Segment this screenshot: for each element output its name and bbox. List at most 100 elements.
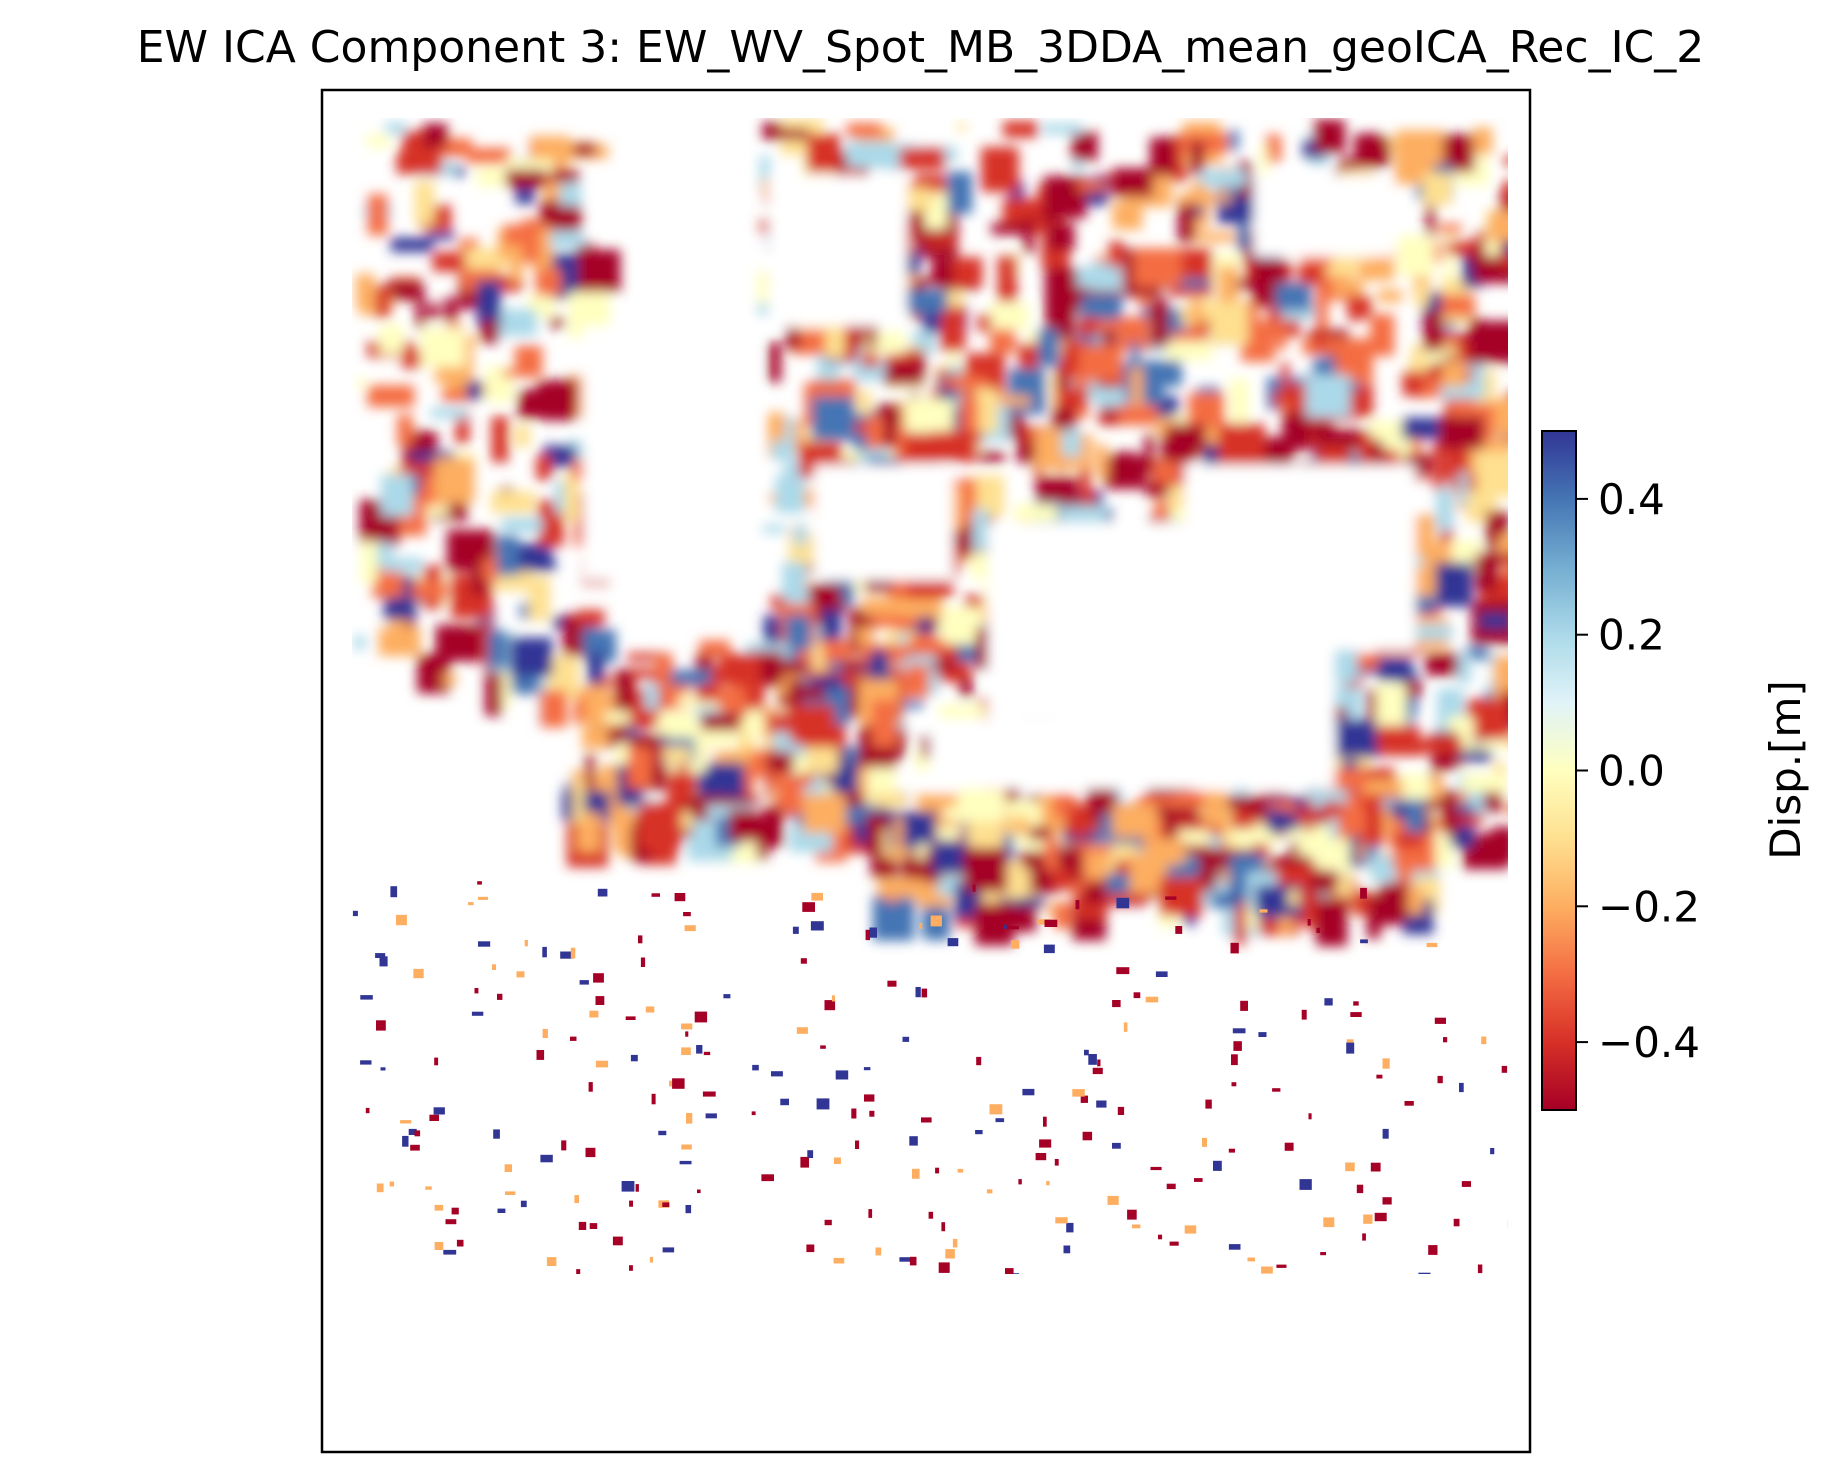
heatmap-speck <box>833 1157 841 1164</box>
heatmap-patch <box>989 302 1029 330</box>
heatmap-speck <box>681 1144 692 1150</box>
heatmap-speck <box>1082 1131 1093 1141</box>
heatmap-patch <box>871 699 897 747</box>
heatmap-patch <box>517 390 561 419</box>
heatmap-patch <box>1335 338 1373 383</box>
heatmap-patch <box>1156 458 1177 482</box>
heatmap-patch <box>501 517 543 533</box>
heatmap-patch <box>385 122 407 134</box>
heatmap-patch <box>857 390 871 415</box>
heatmap-patch <box>947 345 958 366</box>
heatmap-patch <box>1379 883 1408 922</box>
heatmap-patch <box>1154 499 1168 522</box>
heatmap-patch <box>1492 398 1508 435</box>
heatmap-patch <box>894 817 903 860</box>
heatmap-speck <box>792 926 799 934</box>
heatmap-patch <box>491 416 509 463</box>
heatmap-patch <box>963 847 1008 892</box>
heatmap-speck <box>1112 1142 1121 1149</box>
heatmap-patch <box>1190 141 1205 176</box>
heatmap-speck <box>468 902 474 906</box>
heatmap-speck <box>1376 1074 1383 1079</box>
heatmap-speck <box>684 925 696 932</box>
heatmap-speck <box>1360 887 1367 899</box>
heatmap-speck <box>595 1060 609 1068</box>
heatmap-patch <box>1037 328 1059 366</box>
heatmap-patch <box>1466 646 1489 660</box>
heatmap-speck <box>1233 1041 1242 1051</box>
heatmap-patch <box>485 668 502 716</box>
heatmap-patch <box>811 676 843 690</box>
heatmap-speck <box>780 1098 789 1106</box>
heatmap-gap <box>814 464 954 581</box>
heatmap-patch <box>1425 653 1469 676</box>
heatmap-patch <box>1503 180 1508 206</box>
heatmap-patch <box>397 414 413 446</box>
heatmap-patch <box>487 630 508 668</box>
heatmap-speck <box>505 1191 516 1195</box>
heatmap-speck <box>669 1080 674 1087</box>
heatmap-patch <box>1156 804 1165 816</box>
heatmap-speck <box>1044 919 1058 927</box>
heatmap-gap <box>583 326 757 581</box>
heatmap-speck <box>1272 1088 1281 1092</box>
colorbar-tick-label: 0.0 <box>1598 747 1665 796</box>
heatmap-patch <box>549 317 565 328</box>
heatmap-patch <box>482 558 497 581</box>
colorbar-tick-label: −0.4 <box>1598 1018 1700 1067</box>
heatmap-patch <box>1275 282 1312 311</box>
heatmap-speck <box>1112 1000 1121 1008</box>
heatmap-speck <box>1301 1009 1307 1020</box>
heatmap-patch <box>1086 851 1109 879</box>
heatmap-patch <box>573 694 585 725</box>
heatmap-patch <box>361 541 378 584</box>
heatmap-speck <box>445 1219 457 1225</box>
heatmap-patch <box>1149 137 1176 176</box>
heatmap-patch <box>937 826 959 840</box>
heatmap-gap <box>1184 464 1416 650</box>
heatmap-speck <box>1133 992 1141 999</box>
heatmap-patch <box>554 480 565 514</box>
heatmap-patch <box>843 422 871 434</box>
heatmap-speck <box>478 896 488 900</box>
heatmap-patch <box>503 368 523 378</box>
heatmap-patch <box>1130 341 1139 388</box>
heatmap-speck <box>681 1047 691 1055</box>
heatmap-patch <box>906 289 948 313</box>
heatmap-patch <box>719 653 761 684</box>
heatmap-speck <box>1240 1000 1248 1011</box>
heatmap-patch <box>697 681 719 702</box>
heatmap-patch <box>638 802 682 850</box>
heatmap-speck <box>976 1056 982 1066</box>
heatmap-patch <box>367 134 390 148</box>
heatmap-speck <box>672 1078 685 1089</box>
heatmap-patch <box>444 297 458 322</box>
heatmap-patch <box>940 306 966 352</box>
heatmap-speck <box>570 1036 577 1041</box>
heatmap-patch <box>877 878 924 898</box>
heatmap-speck <box>952 1238 958 1248</box>
heatmap-patch <box>1388 802 1409 820</box>
heatmap-patch <box>867 310 877 349</box>
heatmap-speck <box>1066 1222 1074 1233</box>
heatmap-speck <box>1175 926 1183 934</box>
heatmap-speck <box>1043 1116 1047 1127</box>
heatmap-speck <box>972 884 976 892</box>
heatmap-patch <box>699 640 730 658</box>
heatmap-patch <box>939 607 983 645</box>
heatmap-patch <box>1288 889 1299 906</box>
heatmap-patch <box>609 814 621 828</box>
heatmap-speck <box>635 1184 639 1192</box>
heatmap-speck <box>629 1200 633 1207</box>
heatmap-speck <box>751 1111 756 1116</box>
heatmap-speck <box>683 912 691 917</box>
heatmap-speck <box>1202 1137 1207 1147</box>
heatmap-patch <box>482 622 493 666</box>
heatmap-speck <box>810 921 824 931</box>
heatmap-patch <box>1503 156 1508 166</box>
heatmap-speck <box>474 988 479 994</box>
heatmap-speck <box>396 914 407 926</box>
heatmap-speck <box>497 1208 506 1213</box>
heatmap-patch <box>468 148 511 164</box>
